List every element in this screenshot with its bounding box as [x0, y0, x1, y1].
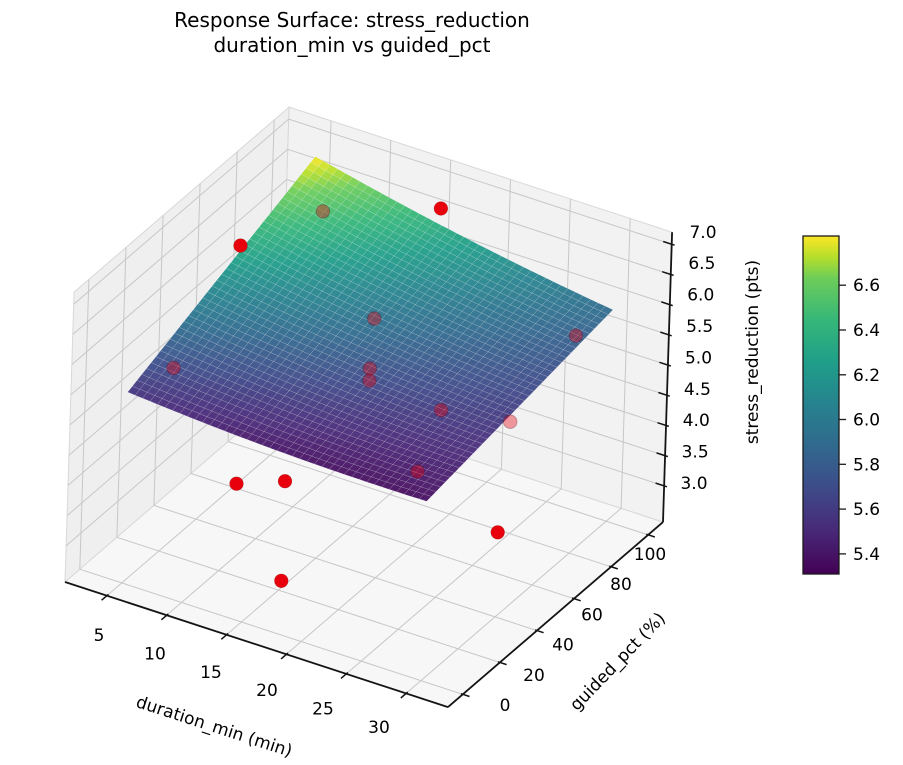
x-tick-label: 30 [368, 718, 390, 738]
y-tick-label: 40 [552, 636, 574, 656]
y-tick-label: 80 [610, 575, 632, 595]
chart-title-line-1: Response Surface: stress_reduction [174, 8, 530, 32]
scatter-point [277, 474, 293, 489]
z-tick-label: 3.5 [682, 443, 709, 463]
chart-title-line-2: duration_min vs guided_pct [213, 33, 491, 57]
scatter-point [233, 238, 248, 253]
scatter-point [229, 476, 244, 491]
colorbar: 5.4 5.6 5.8 6.0 6.2 6.4 6.6 [802, 235, 880, 575]
y-tick-label: 60 [581, 605, 603, 625]
z-tick-label: 3.0 [680, 474, 707, 494]
scatter-points [166, 201, 584, 588]
y-tick-label: 100 [634, 545, 666, 565]
x-tick-label: 20 [256, 681, 278, 701]
scatter-point [362, 361, 378, 376]
colorbar-tick-label: 6.6 [853, 276, 880, 296]
colorbar-tick-label: 5.4 [853, 545, 880, 565]
x-tick-label: 25 [312, 700, 334, 720]
y-tick-label: 20 [523, 666, 545, 686]
scatter-point [367, 311, 382, 326]
z-tick-label: 6.0 [687, 286, 714, 306]
x-tick-label: 10 [144, 644, 166, 664]
z-axis-label: stress_reduction (pts) [743, 259, 763, 445]
y-tick-label: 0 [500, 696, 511, 716]
colorbar-gradient [802, 235, 840, 575]
scatter-point [502, 414, 518, 430]
z-tick-label: 7.0 [689, 223, 716, 243]
colorbar-tick-label: 5.6 [853, 500, 880, 520]
colorbar-tick-label: 5.8 [853, 455, 880, 475]
scatter-point [274, 573, 289, 588]
colorbar-tick-label: 6.2 [853, 366, 880, 386]
z-tick-label: 4.0 [683, 411, 710, 431]
z-tick-label: 5.5 [686, 317, 713, 337]
scatter-point [490, 525, 505, 540]
scatter-point [568, 328, 584, 343]
scatter-point [410, 464, 425, 479]
response-surface [127, 156, 614, 502]
colorbar-tick-label: 6.0 [853, 411, 880, 431]
x-tick-label: 15 [200, 663, 222, 683]
x-tick-label: 5 [94, 626, 105, 646]
scatter-point [433, 201, 449, 216]
scatter-point [433, 402, 449, 418]
z-tick-label: 4.5 [684, 380, 711, 400]
colorbar-tick-label: 6.4 [853, 321, 880, 341]
scatter-point [166, 360, 181, 376]
z-tick-label: 5.0 [685, 348, 712, 368]
chart-title: Response Surface: stress_reduction durat… [174, 8, 530, 58]
scatter-point [362, 373, 377, 388]
scatter-point [315, 204, 331, 219]
z-tick-label: 6.5 [688, 254, 715, 274]
axis-spines [64, 232, 675, 708]
